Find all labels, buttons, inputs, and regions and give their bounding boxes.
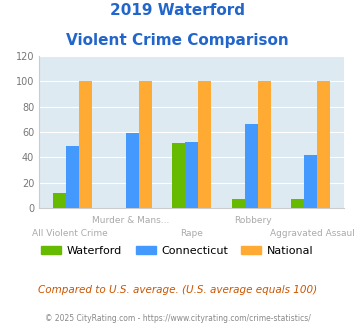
Bar: [172, 143, 185, 208]
Bar: [317, 82, 331, 208]
Bar: [53, 193, 66, 208]
Bar: [185, 142, 198, 208]
Bar: [139, 82, 152, 208]
Text: Aggravated Assault: Aggravated Assault: [269, 229, 355, 238]
Text: Violent Crime Comparison: Violent Crime Comparison: [66, 33, 289, 48]
Bar: [198, 82, 211, 208]
Bar: [231, 199, 245, 208]
Bar: [79, 82, 92, 208]
Text: Robbery: Robbery: [234, 216, 272, 225]
Text: 2019 Waterford: 2019 Waterford: [110, 3, 245, 18]
Text: Compared to U.S. average. (U.S. average equals 100): Compared to U.S. average. (U.S. average …: [38, 285, 317, 295]
Bar: [291, 199, 304, 208]
Bar: [304, 155, 317, 208]
Bar: [66, 146, 79, 208]
Bar: [126, 133, 139, 208]
Text: Murder & Mans...: Murder & Mans...: [92, 216, 169, 225]
Text: © 2025 CityRating.com - https://www.cityrating.com/crime-statistics/: © 2025 CityRating.com - https://www.city…: [45, 314, 310, 323]
Text: All Violent Crime: All Violent Crime: [32, 229, 108, 238]
Bar: [245, 124, 258, 208]
Legend: Waterford, Connecticut, National: Waterford, Connecticut, National: [37, 241, 318, 260]
Bar: [258, 82, 271, 208]
Text: Rape: Rape: [180, 229, 203, 238]
